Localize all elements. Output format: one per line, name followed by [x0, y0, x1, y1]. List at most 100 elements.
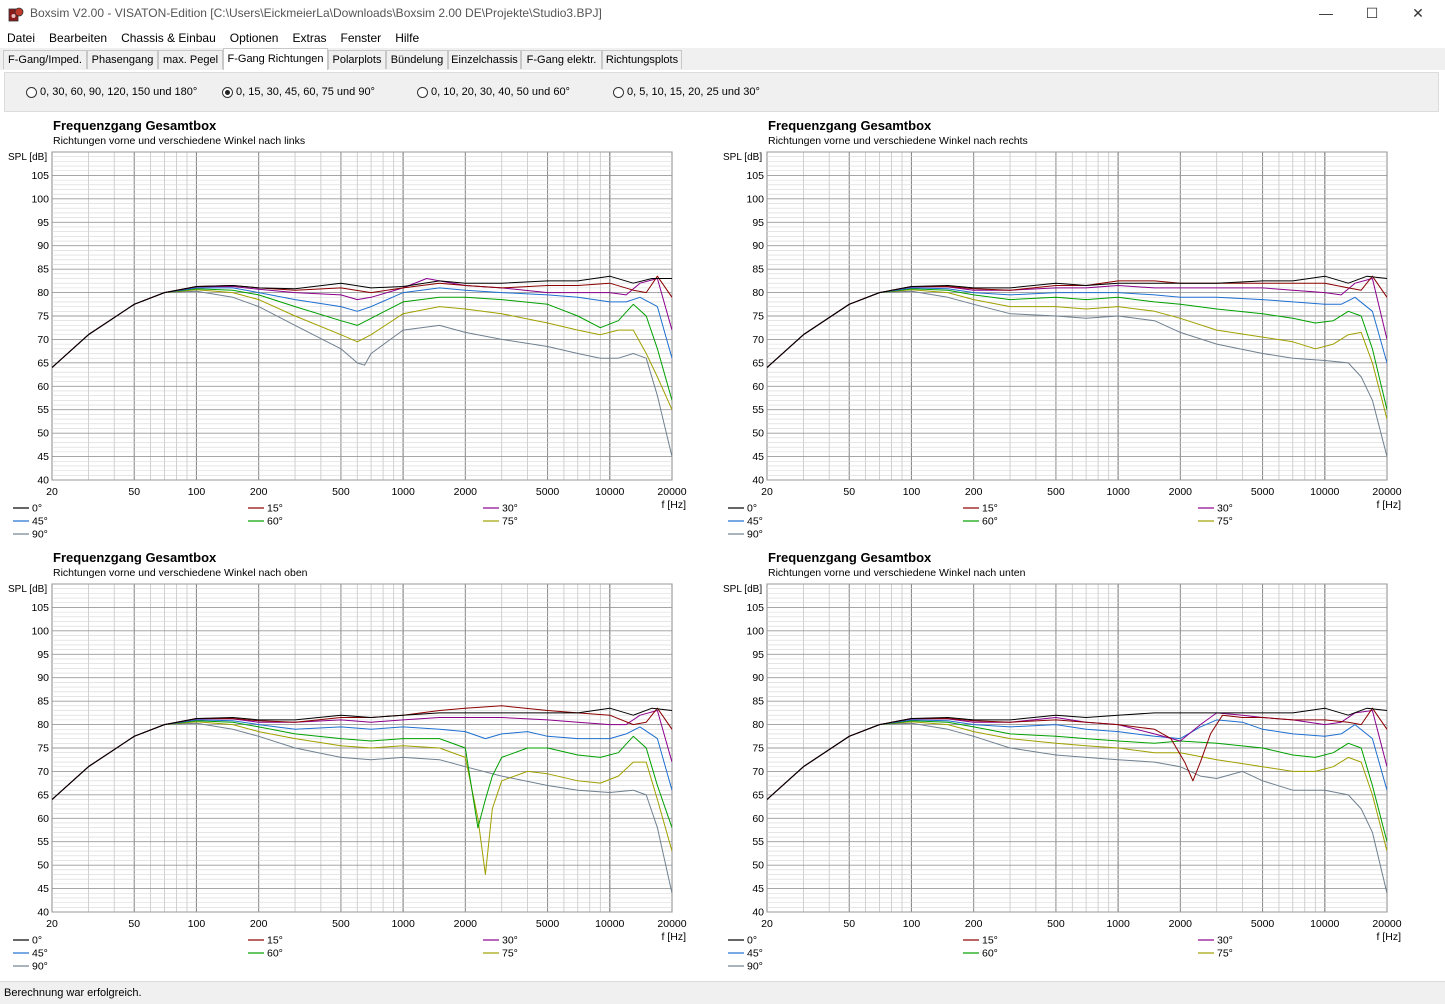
tab-richtungsplots[interactable]: Richtungsplots [602, 50, 682, 69]
x-tick-label: 100 [188, 486, 206, 498]
series-line-0deg [767, 707, 1387, 800]
legend-label: 45° [32, 948, 48, 960]
grid [766, 583, 1388, 913]
y-tick-label: 60 [37, 813, 49, 825]
x-tick-label: 1000 [391, 486, 415, 498]
x-tick-label: 20000 [657, 486, 686, 498]
y-tick-label: 60 [752, 813, 764, 825]
legend-label: 15° [982, 503, 998, 515]
y-tick-label: 85 [752, 264, 764, 276]
legend: 0° 15° 30° 45° 60° 75° 90° [728, 935, 1233, 973]
chart-subtitle: Richtungen vorne und verschiedene Winkel… [768, 567, 1026, 579]
x-tick-label: 50 [128, 918, 140, 930]
x-tick-label: 100 [188, 918, 206, 930]
x-axis-label: f [Hz] [1376, 499, 1401, 511]
close-button[interactable]: ✕ [1412, 5, 1424, 21]
legend-label: 60° [267, 948, 283, 960]
status-bar: Berechnung war erfolgreich. [0, 981, 1445, 1004]
tab-max-pegel[interactable]: max. Pegel [158, 50, 223, 69]
radio-angles-10[interactable]: 0, 10, 20, 30, 40, 50 und 60° [417, 86, 570, 98]
chart-title: Frequenzgang Gesamtbox [53, 118, 217, 133]
y-axis-label: SPL [dB] [8, 584, 47, 595]
radio-angles-30[interactable]: 0, 30, 60, 90, 120, 150 und 180° [26, 86, 197, 98]
radio-label: 0, 10, 20, 30, 40, 50 und 60° [431, 86, 570, 98]
legend-label: 90° [747, 961, 763, 973]
radio-button-selected[interactable] [222, 86, 233, 98]
x-tick-label: 20000 [1372, 486, 1401, 498]
y-tick-label: 45 [752, 883, 764, 895]
radio-angles-5[interactable]: 0, 5, 10, 15, 20, 25 und 30° [613, 86, 760, 98]
y-tick-label: 40 [37, 475, 49, 487]
y-tick-label: 90 [752, 672, 764, 684]
y-tick-label: 55 [752, 404, 764, 416]
chart-subtitle: Richtungen vorne und verschiedene Winkel… [53, 135, 305, 147]
tab-einzelchassis[interactable]: Einzelchassis [448, 50, 521, 69]
y-tick-label: 100 [31, 193, 49, 205]
menu-fenster[interactable]: Fenster [340, 31, 382, 45]
tab-phasengang[interactable]: Phasengang [87, 50, 158, 69]
menu-chassis-einbau[interactable]: Chassis & Einbau [121, 31, 216, 45]
menu-datei[interactable]: Datei [7, 31, 36, 45]
legend: 0° 15° 30° 45° 60° 75° 90° [13, 935, 518, 973]
y-axis-label: SPL [dB] [723, 584, 762, 595]
y-tick-label: 65 [37, 789, 49, 801]
x-tick-label: 20 [46, 918, 58, 930]
x-tick-label: 200 [965, 918, 983, 930]
y-tick-label: 50 [37, 860, 49, 872]
chart-panel-4: Frequenzgang Gesamtbox Richtungen vorne u… [723, 550, 1402, 973]
y-tick-label: 105 [746, 170, 764, 182]
series-line-0deg [767, 275, 1387, 368]
y-tick-label: 85 [752, 696, 764, 708]
tab-fgang-imped[interactable]: F-Gang/Imped. [3, 50, 87, 69]
frequency-response-charts: Frequenzgang Gesamtbox Richtungen vorne u… [8, 118, 1402, 973]
y-tick-label: 45 [37, 451, 49, 463]
x-tick-label: 20 [761, 918, 773, 930]
y-axis-label: SPL [dB] [8, 152, 47, 163]
legend-label: 30° [502, 935, 518, 947]
radio-button[interactable] [26, 86, 37, 98]
y-tick-label: 75 [752, 743, 764, 755]
minimize-button[interactable]: — [1319, 5, 1333, 21]
x-tick-label: 50 [843, 918, 855, 930]
tab-buendelung[interactable]: Bündelung [386, 50, 448, 69]
radio-button[interactable] [613, 86, 624, 98]
x-tick-label: 200 [250, 486, 268, 498]
tab-polarplots[interactable]: Polarplots [328, 50, 386, 69]
legend-label: 30° [1217, 503, 1233, 515]
y-tick-label: 105 [31, 602, 49, 614]
menu-bearbeiten[interactable]: Bearbeiten [49, 31, 108, 45]
x-axis-label: f [Hz] [661, 499, 686, 511]
y-tick-label: 80 [752, 719, 764, 731]
grid [766, 151, 1388, 481]
y-tick-label: 80 [37, 719, 49, 731]
series-line-0deg [52, 275, 672, 368]
x-tick-label: 50 [843, 486, 855, 498]
menu-optionen[interactable]: Optionen [229, 31, 279, 45]
legend-label: 0° [747, 503, 757, 515]
legend-label: 90° [32, 961, 48, 973]
menu-extras[interactable]: Extras [292, 31, 327, 45]
tab-fgang-richtungen[interactable]: F-Gang Richtungen [223, 48, 328, 70]
legend-label: 45° [32, 516, 48, 528]
y-tick-label: 100 [746, 625, 764, 637]
y-tick-label: 55 [752, 836, 764, 848]
x-tick-label: 5000 [1251, 918, 1275, 930]
chart-title: Frequenzgang Gesamtbox [768, 550, 932, 565]
x-axis-label: f [Hz] [661, 931, 686, 943]
series-line-90deg [767, 722, 1387, 894]
maximize-button[interactable]: ☐ [1365, 5, 1379, 21]
radio-label: 0, 30, 60, 90, 120, 150 und 180° [40, 86, 198, 98]
y-tick-label: 95 [752, 217, 764, 229]
x-tick-label: 10000 [1310, 918, 1339, 930]
y-tick-label: 40 [752, 475, 764, 487]
series-line-45deg [52, 719, 672, 800]
radio-button[interactable] [417, 86, 428, 98]
y-tick-label: 75 [37, 311, 49, 323]
radio-angles-15[interactable]: 0, 15, 30, 45, 60, 75 und 90° [222, 86, 375, 98]
y-tick-label: 60 [37, 381, 49, 393]
title-bar: Boxsim V2.00 - VISATON-Edition [C:\Users… [0, 0, 1445, 26]
x-tick-label: 1000 [391, 918, 415, 930]
menu-hilfe[interactable]: Hilfe [395, 31, 420, 45]
tab-fgang-elektr[interactable]: F-Gang elektr. [521, 50, 602, 69]
y-tick-label: 70 [37, 334, 49, 346]
